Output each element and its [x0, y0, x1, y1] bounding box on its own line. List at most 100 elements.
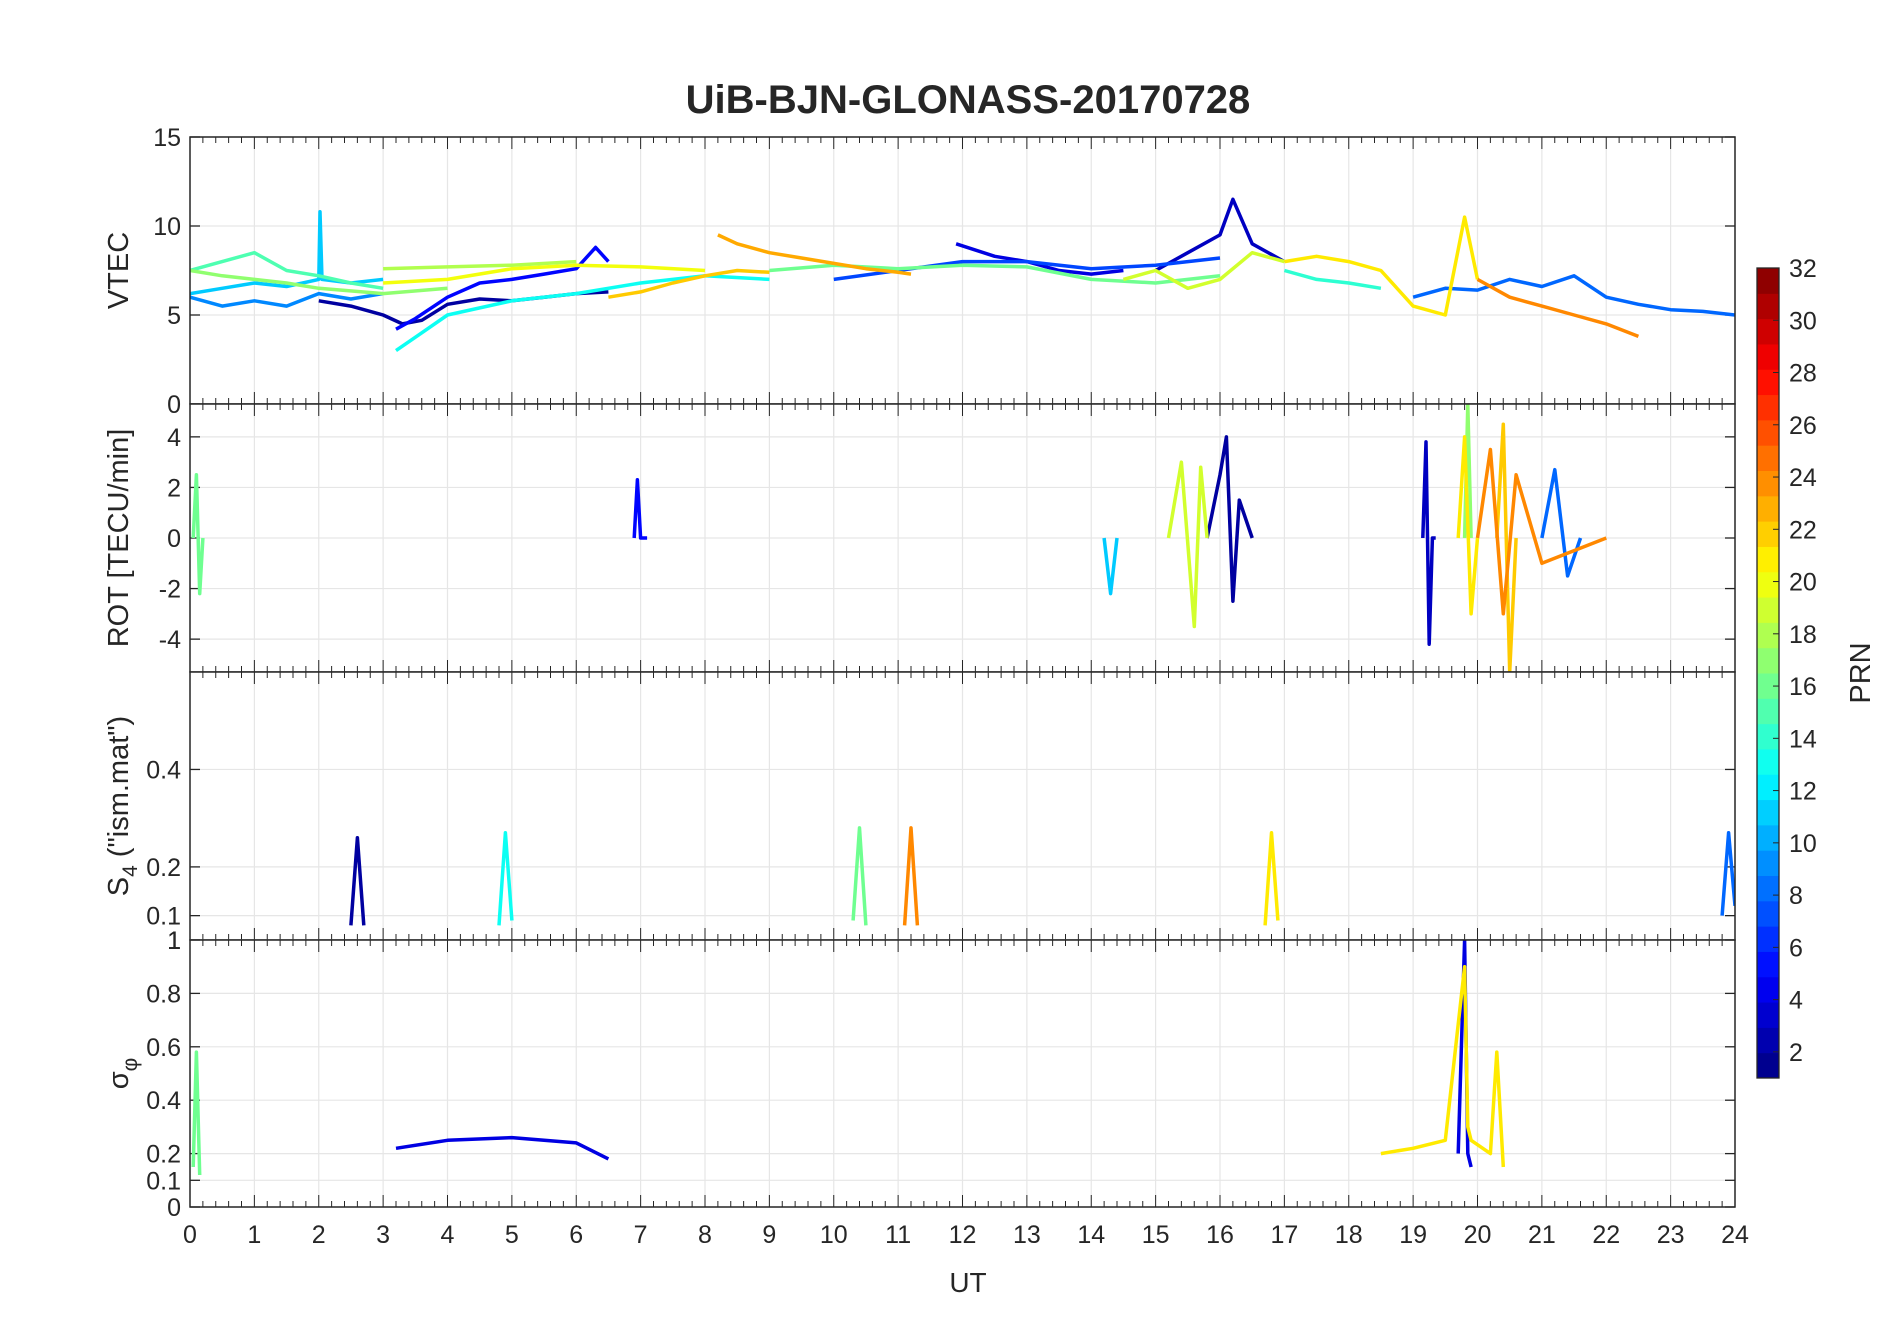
colorbar-segment	[1757, 748, 1779, 775]
x-tick-label: 8	[698, 1221, 712, 1249]
y-tick-label: 10	[153, 213, 181, 241]
series-line-prn-2	[1205, 435, 1254, 603]
series-line-prn-18	[383, 259, 577, 271]
x-tick-label: 1	[247, 1221, 261, 1249]
series-group	[191, 404, 1607, 672]
series-line-prn-19	[1166, 460, 1209, 629]
series-line-prn-3	[1154, 197, 1286, 273]
colorbar-tick-label: 24	[1789, 464, 1817, 492]
y-tick-label: 4	[167, 424, 181, 452]
y-tick-label: 2	[167, 474, 181, 502]
colorbar-segment	[1757, 799, 1779, 826]
series-line-prn-21	[1263, 831, 1280, 926]
y-axis-label: VTEC	[103, 232, 135, 309]
series-line-prn-22	[1495, 422, 1518, 672]
series-line-prn-24	[1475, 447, 1607, 616]
colorbar-segment	[1757, 1052, 1779, 1079]
colorbar-segment	[1757, 673, 1779, 699]
x-tick-label: 15	[1142, 1221, 1170, 1249]
y-tick-label: 0.6	[146, 1034, 181, 1062]
colorbar-segment	[1757, 875, 1779, 902]
colorbar-tick-label: 20	[1789, 569, 1817, 597]
series-line-prn-20	[383, 263, 706, 285]
series-line-prn-17	[190, 268, 448, 296]
y-axis-label-main: S	[103, 877, 135, 896]
series-line-prn-11	[1102, 537, 1119, 596]
colorbar-frame	[1756, 267, 1780, 1079]
colorbar-tick-label: 30	[1789, 307, 1817, 335]
series-group	[190, 197, 1735, 353]
colorbar-segment	[1757, 318, 1779, 345]
y-tick-label: 0	[167, 525, 181, 553]
colorbar-segment	[1757, 900, 1779, 927]
x-axis: 0 1 2 3 4 5 6 7 8 9 10 11 12 13 14 15 16 17 18 19 20 21 22 23 24	[183, 1221, 1749, 1249]
series-line-prn-8	[1540, 467, 1583, 578]
y-tick-label: 1	[167, 927, 181, 955]
series-line-prn-2	[349, 835, 366, 926]
colorbar-segment	[1757, 571, 1779, 598]
series-line-prn-13	[497, 831, 514, 926]
series-line-prn-21	[1456, 435, 1480, 616]
series-group	[349, 826, 1735, 926]
y-axis-label-main: σ	[103, 1071, 135, 1089]
colorbar-tick-label: 8	[1789, 882, 1803, 910]
series-line-prn-16	[191, 473, 205, 596]
colorbar-segment	[1757, 445, 1779, 471]
colorbar-tick-label: 12	[1789, 778, 1817, 806]
colorbar-segment	[1757, 698, 1779, 725]
colorbar-segment	[1757, 495, 1779, 522]
colorbar-tick-label: 32	[1789, 255, 1817, 283]
colorbar-segment	[1757, 824, 1779, 851]
panel-s4: 0.1 0.2 0.4 S4 ("ism.mat")	[103, 671, 1736, 941]
series-line-prn-7	[833, 256, 1221, 282]
y-tick-label: -4	[159, 626, 181, 654]
y-tick-label: 0.8	[146, 980, 181, 1008]
y-axis-label-suffix: ("ism.mat")	[103, 716, 135, 857]
colorbar-label: PRN	[1845, 642, 1877, 703]
series-line-prn-22	[608, 268, 770, 299]
colorbar-segment	[1757, 470, 1779, 497]
y-tick-label: 15	[153, 124, 181, 152]
colorbar-segment	[1757, 521, 1779, 547]
colorbar-segment	[1757, 926, 1779, 952]
y-tick-label: 0.2	[146, 854, 181, 882]
series-line-prn-8	[1720, 831, 1735, 916]
series-line-prn-9	[190, 291, 384, 308]
series-line-prn-21	[1380, 964, 1506, 1168]
x-tick-label: 3	[376, 1221, 390, 1249]
colorbar-segment	[1757, 1002, 1779, 1028]
colorbar-segment	[1757, 343, 1779, 370]
x-tick-label: 13	[1013, 1221, 1041, 1249]
colorbar-tick-label: 16	[1789, 673, 1817, 701]
x-tick-label: 22	[1592, 1221, 1620, 1249]
colorbar-tick-label: 10	[1789, 830, 1817, 858]
y-axis-label-main: VTEC	[103, 232, 135, 309]
colorbar-segment	[1757, 723, 1779, 750]
series-line-prn-14	[1283, 268, 1382, 291]
y-axis-label: σφ	[103, 1058, 142, 1090]
colorbar-tick-label: 14	[1789, 725, 1817, 753]
y-tick-label: 5	[167, 302, 181, 330]
x-tick-label: 7	[634, 1221, 648, 1249]
colorbar-tick-label: 28	[1789, 360, 1817, 388]
x-tick-label: 12	[949, 1221, 977, 1249]
x-axis-label: UT	[949, 1267, 986, 1298]
x-tick-label: 23	[1657, 1221, 1685, 1249]
x-tick-label: 10	[820, 1221, 848, 1249]
series-line-prn-4	[955, 242, 1124, 276]
y-tick-label: 0.4	[146, 756, 181, 784]
series-line-prn-15	[190, 250, 384, 291]
y-tick-label: 0.1	[146, 903, 181, 931]
colorbar-segment	[1757, 268, 1779, 294]
colorbar-tick-label: 2	[1789, 1039, 1803, 1067]
series-line-prn-5	[395, 245, 610, 331]
series-group	[191, 940, 1506, 1176]
y-axis-label-main: ROT [TECU/min]	[103, 429, 135, 648]
x-tick-label: 24	[1721, 1221, 1749, 1249]
colorbar-segment	[1757, 369, 1779, 396]
colorbar-segment	[1757, 394, 1779, 421]
series-line-prn-19	[1122, 250, 1285, 291]
series-line-prn-8	[1412, 274, 1735, 317]
colorbar-segment	[1757, 597, 1779, 623]
